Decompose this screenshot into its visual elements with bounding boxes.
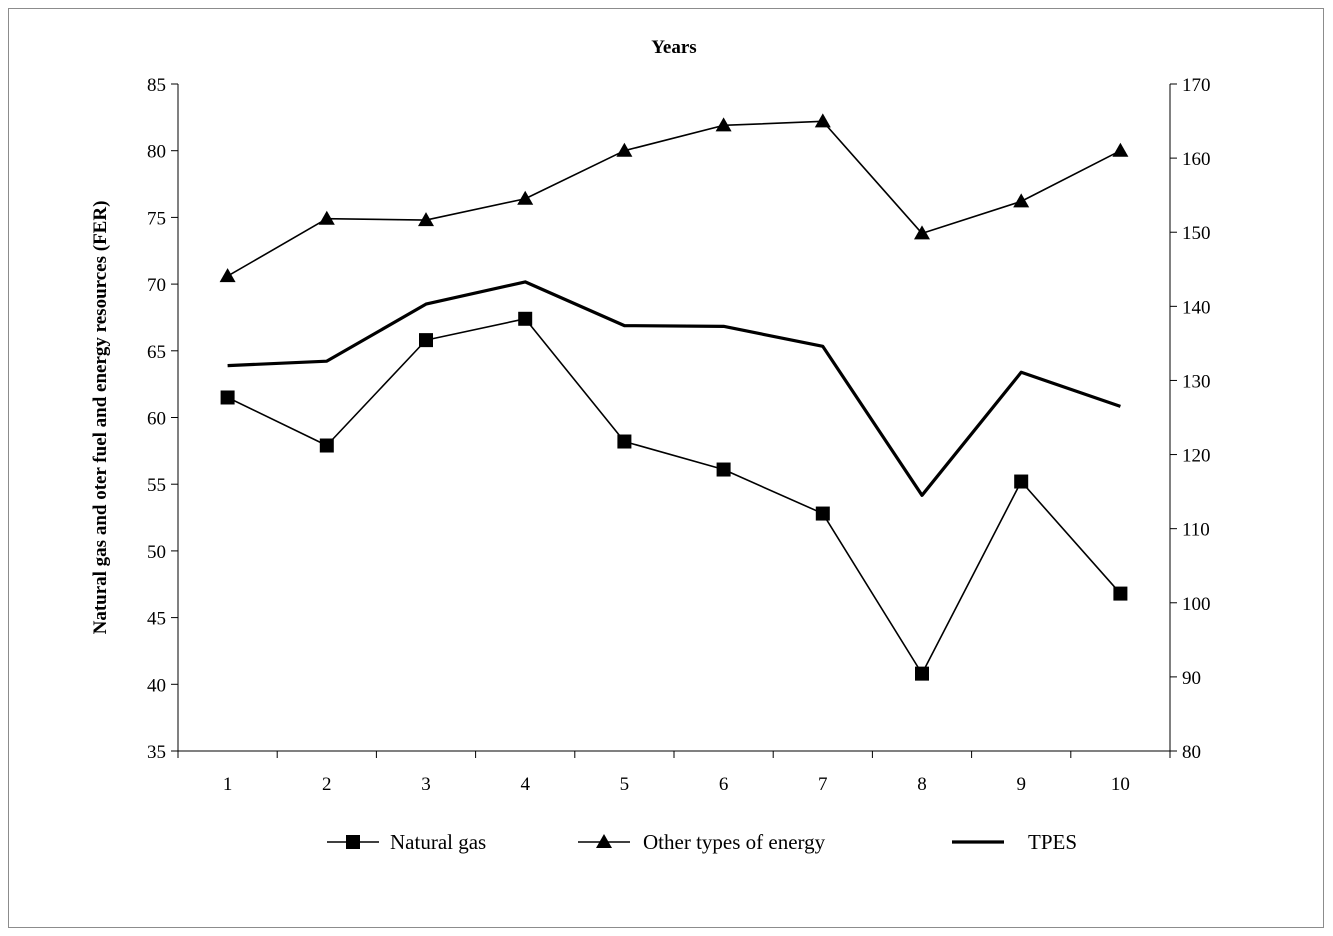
data-point <box>319 438 334 453</box>
chart-frame <box>8 8 1324 928</box>
y-tick-label: 40 <box>147 675 166 696</box>
chart-title: Years <box>651 37 696 58</box>
data-point <box>914 225 930 240</box>
x-tick-label: 3 <box>421 774 431 795</box>
x-tick-label: 1 <box>223 774 233 795</box>
legend-label: TPES <box>1028 830 1077 854</box>
y2-tick-label: 140 <box>1182 297 1211 318</box>
y2-tick-label: 90 <box>1182 668 1201 689</box>
series-tpes <box>227 280 1121 497</box>
legend-marker <box>346 835 360 849</box>
legend-label: Other types of energy <box>643 830 826 854</box>
data-point <box>517 190 534 205</box>
data-point <box>1014 474 1029 489</box>
y-tick-label: 50 <box>147 542 166 563</box>
data-point <box>220 390 235 405</box>
data-point <box>716 462 731 477</box>
y2-tick-label: 120 <box>1182 446 1211 467</box>
series-line <box>227 317 1121 675</box>
data-point <box>518 311 533 326</box>
series-layer <box>219 113 1129 681</box>
data-point <box>815 506 830 521</box>
y-tick-label: 65 <box>147 342 166 363</box>
y2-tick-label: 170 <box>1182 75 1211 96</box>
series-line <box>227 120 1121 277</box>
y-axis-label: Natural gas and oter fuel and energy res… <box>90 201 111 635</box>
y-tick-label: 70 <box>147 275 166 296</box>
x-tick-label: 5 <box>620 774 630 795</box>
series-natural-gas <box>220 311 1128 681</box>
series-line <box>227 280 1121 497</box>
y2-tick-label: 110 <box>1182 520 1210 541</box>
y2-tick-label: 150 <box>1182 223 1211 244</box>
y2-tick-label: 130 <box>1182 371 1211 392</box>
data-point <box>1112 142 1129 157</box>
data-point <box>219 268 236 283</box>
x-tick-label: 7 <box>818 774 828 795</box>
axes: 3540455055606570758085809010011012013014… <box>147 75 1211 795</box>
x-tick-label: 9 <box>1016 774 1026 795</box>
data-point <box>715 117 732 132</box>
series-other-types-of-energy <box>219 113 1129 283</box>
y-tick-label: 75 <box>147 208 166 229</box>
y-tick-label: 60 <box>147 409 166 430</box>
data-point <box>814 113 831 128</box>
y-tick-label: 80 <box>147 142 166 163</box>
legend-label: Natural gas <box>390 830 486 854</box>
data-point <box>418 212 434 227</box>
y-tick-label: 85 <box>147 75 166 96</box>
data-point <box>617 434 632 449</box>
y2-tick-label: 160 <box>1182 149 1211 170</box>
data-point <box>419 333 433 348</box>
y2-tick-label: 100 <box>1182 594 1211 615</box>
data-point <box>1013 193 1030 208</box>
y2-tick-label: 80 <box>1182 742 1201 763</box>
legend-item: TPES <box>952 830 1077 854</box>
y-tick-label: 45 <box>147 609 166 630</box>
legend-item: Natural gas <box>327 830 486 854</box>
x-tick-label: 10 <box>1111 774 1130 795</box>
data-point <box>318 210 335 225</box>
x-tick-label: 2 <box>322 774 332 795</box>
legend: Natural gas Other types of energy TPES <box>327 830 1077 854</box>
data-point <box>915 666 929 681</box>
legend-marker <box>596 834 612 848</box>
y-tick-label: 35 <box>147 742 166 763</box>
x-tick-label: 8 <box>917 774 927 795</box>
legend-item: Other types of energy <box>578 830 826 854</box>
x-tick-label: 4 <box>520 774 530 795</box>
y-tick-label: 55 <box>147 475 166 496</box>
data-point <box>1113 586 1128 601</box>
data-point <box>616 142 633 157</box>
x-tick-label: 6 <box>719 774 729 795</box>
